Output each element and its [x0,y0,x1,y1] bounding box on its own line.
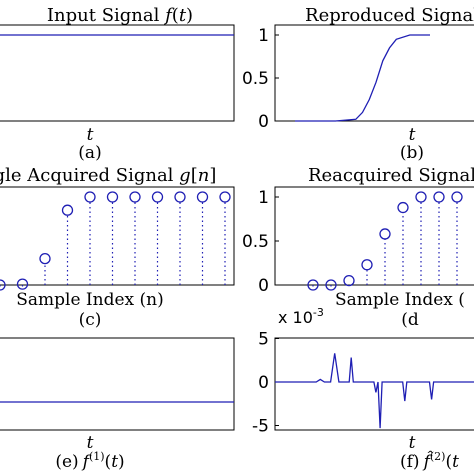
panel-d: Reacquired Signal 00.51 Sample Index ( (… [242,165,474,330]
panel-d-ytick-label-1: 0.5 [242,232,269,252]
panel-c: gle Acquired Signal g[n] Sample Index (n… [0,165,235,330]
panel-c-caption: (c) [79,310,102,330]
panel-d-marker-8 [451,191,463,203]
panel-f-ytick-label-2: -5 [252,417,269,437]
panel-d-marker-7 [433,191,445,203]
panel-c-marker-3 [61,204,74,216]
panel-c-marker-6 [129,191,141,203]
panel-b-xlabel: t [409,125,416,145]
panel-f: x 10-3 5 0 -5 t (f) f̂(2)(t [252,306,474,472]
panel-d-ytick-label-2: 1 [258,188,269,208]
panel-d-axes-frame [274,186,474,286]
panel-c-title: gle Acquired Signal g[n] [0,165,216,186]
panel-b-series-line [295,34,430,122]
panel-c-marker-4 [84,191,96,203]
panel-e-axes-frame [0,337,235,431]
panel-d-yticks: 00.51 [242,188,279,296]
panel-b-plot-area [295,34,430,122]
panel-f-plot-area [275,353,474,429]
panel-c-marker-5 [106,191,119,203]
panel-f-caption: (f) f̂(2)(t [400,450,459,472]
panel-c-axes-frame [0,186,235,286]
panel-e: t (e) f(1)(t) [0,337,235,472]
panel-a-xlabel: t [87,125,94,145]
panel-d-xlabel: Sample Index ( [335,290,465,310]
panel-b-ytick-label-0: 0 [258,112,269,132]
panel-b-ytick-label-1: 0.5 [242,69,269,89]
panel-d-caption: (d [401,310,419,330]
panel-d-marker-3 [361,259,373,271]
panel-f-exponent: x 10-3 [278,306,324,327]
panel-c-marker-2 [39,252,51,265]
panel-f-xlabel: t [409,433,416,453]
panel-f-ytick-label-1: 0 [258,373,269,393]
panel-e-caption: (e) f(1)(t) [55,450,124,472]
panel-a-caption: (a) [78,143,101,163]
panel-c-plot-area [0,191,231,291]
panel-c-marker-7 [151,191,164,203]
panel-a-title: Input Signal f(t) [47,5,193,26]
panel-d-marker-1 [325,279,337,291]
panel-e-xlabel: t [87,433,94,453]
panel-d-title: Reacquired Signal [308,165,474,186]
panel-f-ytick-label-0: 5 [258,330,269,350]
panel-d-marker-0 [307,279,319,291]
panel-f-series-line [275,353,474,429]
panel-f-yticks: 5 0 -5 [252,330,279,437]
panel-c-marker-9 [196,191,209,203]
panel-d-marker-6 [415,191,427,203]
panel-b-caption: (b) [400,143,424,163]
panel-a-axes-frame [0,24,235,122]
panel-b-ytick-label-2: 1 [258,26,269,46]
panel-c-marker-8 [174,191,186,203]
panel-c-xlabel: Sample Index (n) [16,290,164,310]
panel-d-ytick-label-0: 0 [258,276,269,296]
panel-f-axes-frame [274,337,474,431]
panel-d-plot-area [307,191,463,291]
panel-c-marker-0 [0,279,6,291]
panel-b-yticks: 00.51 [242,26,279,132]
panel-c-marker-10 [219,191,231,203]
panel-c-marker-1 [16,278,29,290]
panel-a: Input Signal f(t) t (a) [0,5,235,163]
panel-b-title: Reproduced Signal [305,5,474,26]
panel-d-marker-4 [379,228,391,240]
panel-b-axes-frame [274,24,474,122]
panel-d-marker-2 [343,274,355,287]
panel-b: Reproduced Signal 00.51 t (b) [242,5,474,163]
panel-d-marker-5 [397,201,409,214]
